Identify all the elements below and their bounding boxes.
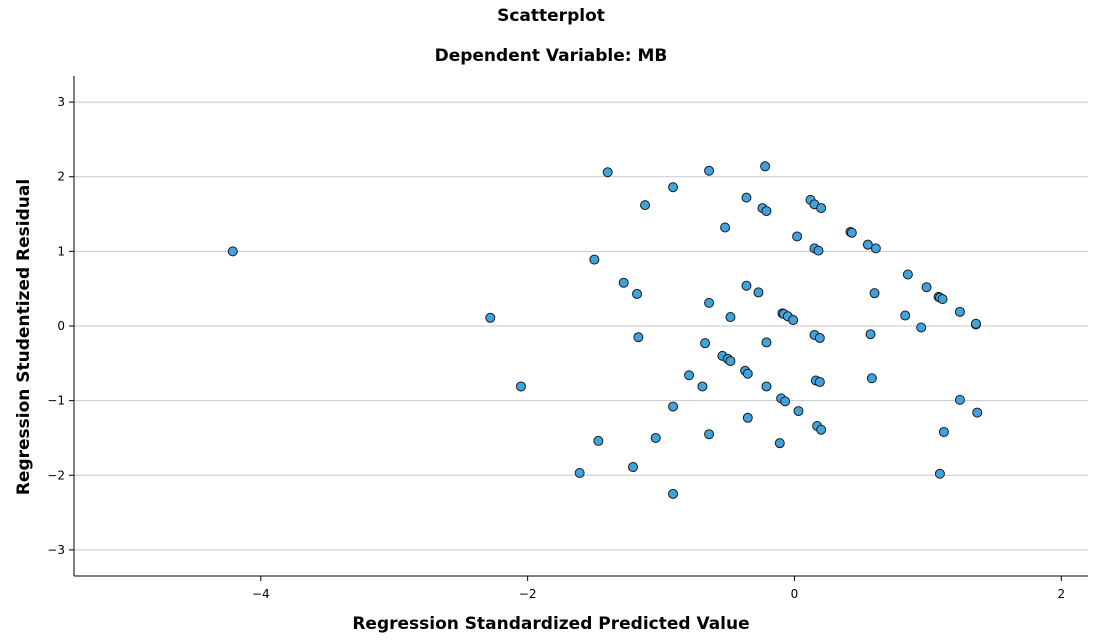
y-tick-label: −3 [47, 543, 65, 557]
data-point [846, 227, 857, 238]
data-point [742, 368, 753, 379]
data-point [720, 222, 731, 233]
y-tick-label: −1 [47, 394, 65, 408]
y-axis-label: Regression Studentized Residual [14, 178, 34, 496]
data-point [761, 206, 772, 217]
data-point [792, 231, 803, 242]
y-tick-label: 0 [57, 319, 65, 333]
data-point [725, 356, 736, 367]
data-point [865, 329, 876, 340]
x-axis-label: Regression Standardized Predicted Value [352, 614, 750, 634]
data-point [650, 432, 661, 443]
data-point [640, 200, 651, 211]
data-point [780, 396, 791, 407]
data-point [704, 165, 715, 176]
data-point [816, 203, 827, 214]
data-point [227, 246, 238, 257]
data-point [632, 288, 643, 299]
data-point [921, 282, 932, 293]
data-point [704, 429, 715, 440]
y-tick-label: 1 [57, 244, 65, 258]
data-point [900, 310, 911, 321]
data-point [668, 401, 679, 412]
data-point [862, 239, 873, 250]
data-point [902, 269, 913, 280]
data-point [668, 182, 679, 193]
data-point [813, 245, 824, 256]
data-point [870, 243, 881, 254]
data-point [793, 406, 804, 417]
data-point [485, 312, 496, 323]
data-point [954, 306, 965, 317]
data-point [628, 462, 639, 473]
data-point [970, 318, 981, 329]
data-point [760, 161, 771, 172]
data-point [816, 424, 827, 435]
data-point [866, 373, 877, 384]
data-point [593, 435, 604, 446]
data-point [742, 412, 753, 423]
data-point [633, 332, 644, 343]
chart-title: Scatterplot [497, 6, 605, 26]
data-point [574, 468, 585, 479]
y-tick-label: −2 [47, 468, 65, 482]
data-point [725, 312, 736, 323]
data-point [814, 332, 825, 343]
data-point [774, 438, 785, 449]
data-point [684, 370, 695, 381]
data-point [937, 294, 948, 305]
data-point [938, 426, 949, 437]
data-point [972, 407, 983, 418]
data-point [814, 376, 825, 387]
data-point [741, 280, 752, 291]
data-point [869, 288, 880, 299]
data-point [954, 394, 965, 405]
data-point [618, 277, 629, 288]
data-point [700, 338, 711, 349]
chart-subtitle: Dependent Variable: MB [434, 46, 668, 66]
data-point [741, 192, 752, 203]
data-point [761, 337, 772, 348]
x-tick-label: 2 [1057, 587, 1065, 601]
data-point [515, 381, 526, 392]
data-point [788, 315, 799, 326]
data-point [704, 297, 715, 308]
data-point [589, 254, 600, 265]
data-point [916, 322, 927, 333]
y-tick-label: 2 [57, 170, 65, 184]
x-tick-label: 0 [791, 587, 799, 601]
data-point [753, 287, 764, 298]
x-tick-label: −2 [519, 587, 537, 601]
x-tick-label: −4 [252, 587, 270, 601]
data-point [602, 167, 613, 178]
data-point [697, 381, 708, 392]
data-point [761, 381, 772, 392]
y-tick-label: 3 [57, 95, 65, 109]
data-point [934, 468, 945, 479]
data-point [668, 488, 679, 499]
